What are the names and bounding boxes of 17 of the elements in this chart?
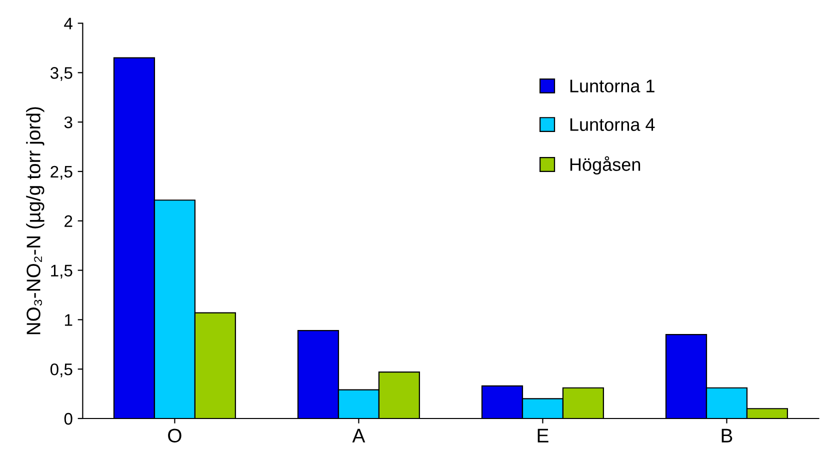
x-tick-label: A: [352, 428, 366, 442]
y-tick-label: 2,5: [50, 166, 72, 180]
y-axis-title: NO₃-NO₂-N (µg/g torr jord): [26, 107, 44, 334]
legend-label: Högåsen: [570, 156, 640, 175]
legend-label: Luntorna 1: [570, 80, 654, 92]
y-tick-label: 0: [64, 412, 72, 425]
y-tick-label: 2: [64, 215, 72, 227]
x-tick-label: E: [538, 428, 548, 442]
x-tick-label: O: [168, 428, 182, 443]
y-tick-label: 0,5: [50, 363, 72, 378]
x-tick-label: B: [722, 428, 732, 442]
legend-label: Luntorna 4: [570, 118, 655, 131]
y-tick-label: 1: [64, 314, 72, 326]
y-tick-label: 1,5: [51, 264, 72, 278]
y-tick-label: 3,5: [50, 67, 72, 81]
y-tick-label: 4: [64, 18, 72, 30]
y-tick-label: 3: [64, 116, 72, 128]
